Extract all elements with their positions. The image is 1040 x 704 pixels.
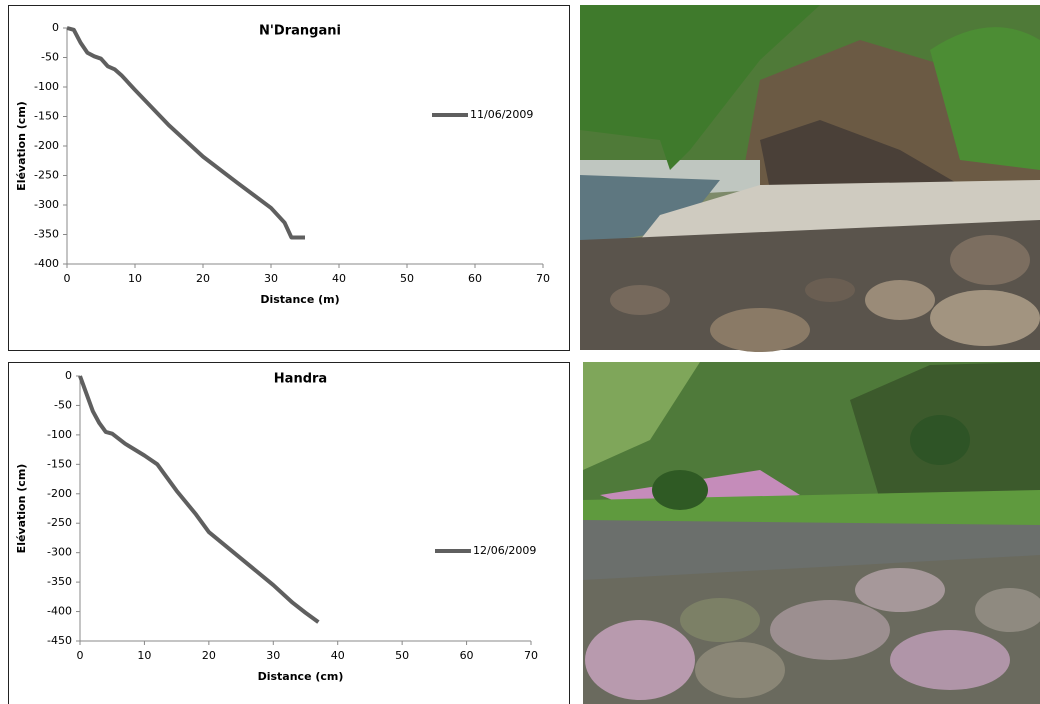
y-tick-label: -50 (41, 51, 59, 64)
y-tick-label: -350 (34, 228, 59, 241)
legend-label: 12/06/2009 (473, 544, 536, 557)
x-tick-label: 20 (202, 649, 216, 662)
chart-frame (8, 362, 570, 704)
x-tick-label: 40 (331, 649, 345, 662)
y-tick-label: -450 (47, 634, 72, 647)
photo (580, 5, 1040, 352)
x-tick-label: 60 (460, 649, 474, 662)
y-tick-label: -150 (34, 110, 59, 123)
y-tick-label: -300 (47, 546, 72, 559)
x-tick-label: 10 (128, 272, 142, 285)
y-tick-label: 0 (65, 369, 72, 382)
y-tick-label: -350 (47, 575, 72, 588)
x-tick-label: 40 (332, 272, 346, 285)
chart-title: Handra (274, 372, 327, 387)
x-tick-label: 70 (524, 649, 538, 662)
data-line (66, 26, 305, 240)
data-line (78, 375, 320, 624)
x-axis-title: Distance (cm) (258, 670, 344, 683)
y-tick-label: -100 (34, 80, 59, 93)
y-tick-label: -200 (34, 139, 59, 152)
y-tick-label: -150 (47, 457, 72, 470)
y-tick-label: -200 (47, 487, 72, 500)
y-tick-label: -300 (34, 198, 59, 211)
y-tick-label: -100 (47, 428, 72, 441)
x-tick-label: 30 (264, 272, 278, 285)
x-tick-label: 0 (64, 272, 71, 285)
y-axis-title: Elévation (cm) (15, 464, 28, 554)
chart-title: N'Drangani (259, 24, 341, 39)
x-tick-label: 10 (137, 649, 151, 662)
y-tick-label: -400 (34, 257, 59, 270)
y-tick-label: -250 (34, 169, 59, 182)
x-tick-label: 0 (77, 649, 84, 662)
x-tick-label: 20 (196, 272, 210, 285)
y-axis-title: Elévation (cm) (15, 101, 28, 191)
x-tick-label: 60 (468, 272, 482, 285)
y-tick-label: -250 (47, 516, 72, 529)
y-tick-label: -50 (54, 398, 72, 411)
y-tick-label: 0 (52, 21, 59, 34)
photo (583, 362, 1040, 704)
x-tick-label: 30 (266, 649, 280, 662)
chart-frame (8, 5, 570, 351)
x-axis-title: Distance (m) (260, 293, 339, 306)
x-tick-label: 50 (400, 272, 414, 285)
x-tick-label: 50 (395, 649, 409, 662)
legend-label: 11/06/2009 (470, 108, 533, 121)
x-tick-label: 70 (536, 272, 550, 285)
y-tick-label: -400 (47, 605, 72, 618)
